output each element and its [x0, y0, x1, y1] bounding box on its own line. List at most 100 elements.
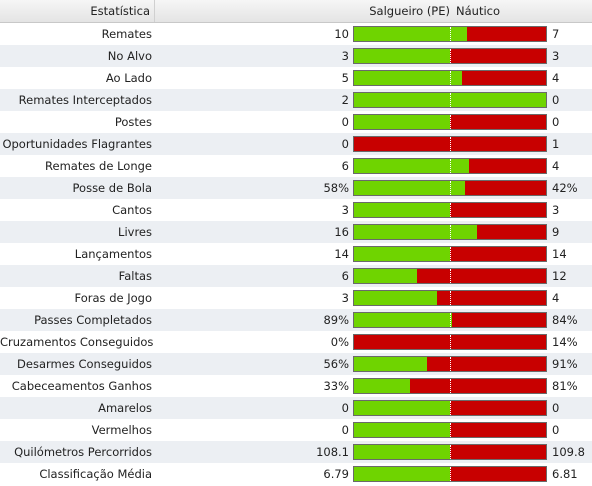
bar-midline [450, 203, 451, 217]
stat-label: Classificação Média [39, 467, 152, 481]
away-value: 0 [552, 423, 560, 437]
bar-midline [450, 247, 451, 261]
header-away-team[interactable]: Náutico [456, 4, 501, 18]
home-share-fill [354, 225, 477, 239]
home-share-fill [354, 467, 450, 481]
away-value: 12 [552, 269, 567, 283]
home-share-fill [354, 269, 417, 283]
stat-label: Remates de Longe [45, 159, 152, 173]
bar-midline [450, 159, 451, 173]
stat-label: Cantos [112, 203, 152, 217]
stat-label: Livres [118, 225, 152, 239]
bar-midline [450, 93, 451, 107]
table-row: Foras de Jogo 3 4 [0, 287, 592, 309]
home-share-fill [354, 49, 450, 63]
home-value: 0 [341, 137, 349, 151]
bar-midline [450, 71, 451, 85]
bar-midline [450, 137, 451, 151]
table-row: Remates Interceptados 2 0 [0, 89, 592, 111]
home-value: 58% [323, 181, 349, 195]
comparison-bar [353, 202, 547, 218]
comparison-bar [353, 180, 547, 196]
home-share-fill [354, 203, 450, 217]
home-value: 6 [341, 269, 349, 283]
stat-label: Desarmes Conseguidos [17, 357, 152, 371]
comparison-bar [353, 268, 547, 284]
home-value: 6 [341, 159, 349, 173]
table-row: Desarmes Conseguidos 56% 91% [0, 353, 592, 375]
table-row: Oportunidades Flagrantes 0 1 [0, 133, 592, 155]
table-header: Estatística Salgueiro (PE) Náutico [0, 0, 592, 23]
comparison-bar [353, 466, 547, 482]
comparison-bar [353, 312, 547, 328]
home-value: 108.1 [316, 445, 349, 459]
table-row: Cruzamentos Conseguidos 0% 14% [0, 331, 592, 353]
home-share-fill [354, 115, 450, 129]
bar-midline [450, 445, 451, 459]
home-value: 14 [334, 247, 349, 261]
home-share-fill [354, 379, 410, 393]
away-value: 42% [552, 181, 578, 195]
home-value: 0 [341, 423, 349, 437]
comparison-bar [353, 26, 547, 42]
comparison-bar [353, 224, 547, 240]
stat-label: Passes Completados [34, 313, 152, 327]
home-value: 0 [341, 115, 349, 129]
stat-label: Remates Interceptados [18, 93, 152, 107]
table-row: Lançamentos 14 14 [0, 243, 592, 265]
stat-label: Faltas [118, 269, 152, 283]
comparison-bar [353, 444, 547, 460]
bar-midline [450, 181, 451, 195]
bar-midline [450, 115, 451, 129]
away-value: 1 [552, 137, 560, 151]
bar-midline [450, 467, 451, 481]
bar-midline [450, 49, 451, 63]
away-value: 6.81 [552, 467, 578, 481]
comparison-bar [353, 290, 547, 306]
comparison-bar [353, 400, 547, 416]
home-value: 0% [330, 335, 349, 349]
header-home-team[interactable]: Salgueiro (PE) [369, 4, 450, 18]
table-row: Posse de Bola 58% 42% [0, 177, 592, 199]
comparison-bar [353, 334, 547, 350]
home-value: 5 [341, 71, 349, 85]
home-value: 0 [341, 401, 349, 415]
away-value: 84% [552, 313, 578, 327]
home-value: 56% [323, 357, 349, 371]
home-share-fill [354, 445, 450, 459]
comparison-bar [353, 158, 547, 174]
comparison-bar [353, 422, 547, 438]
comparison-bar [353, 136, 547, 152]
comparison-bar [353, 378, 547, 394]
bar-midline [450, 401, 451, 415]
away-value: 4 [552, 291, 560, 305]
stat-label: Cabeceamentos Ganhos [11, 379, 152, 393]
bar-midline [450, 269, 451, 283]
home-value: 2 [341, 93, 349, 107]
away-value: 4 [552, 159, 560, 173]
home-value: 16 [334, 225, 349, 239]
table-row: No Alvo 3 3 [0, 45, 592, 67]
home-value: 10 [334, 27, 349, 41]
stat-label: Cruzamentos Conseguidos [0, 335, 154, 349]
home-share-fill [354, 357, 427, 371]
home-value: 3 [341, 203, 349, 217]
away-value: 14% [552, 335, 578, 349]
home-value: 3 [341, 49, 349, 63]
home-share-fill [354, 181, 465, 195]
home-share-fill [354, 401, 450, 415]
away-value: 0 [552, 93, 560, 107]
comparison-bar [353, 356, 547, 372]
away-value: 81% [552, 379, 578, 393]
away-value: 9 [552, 225, 560, 239]
stat-label: Remates [101, 27, 152, 41]
comparison-bar [353, 48, 547, 64]
bar-midline [450, 27, 451, 41]
header-statistic[interactable]: Estatística [0, 0, 155, 22]
table-row: Livres 16 9 [0, 221, 592, 243]
table-row: Remates de Longe 6 4 [0, 155, 592, 177]
away-value: 0 [552, 401, 560, 415]
away-value: 3 [552, 49, 560, 63]
bar-midline [450, 313, 451, 327]
